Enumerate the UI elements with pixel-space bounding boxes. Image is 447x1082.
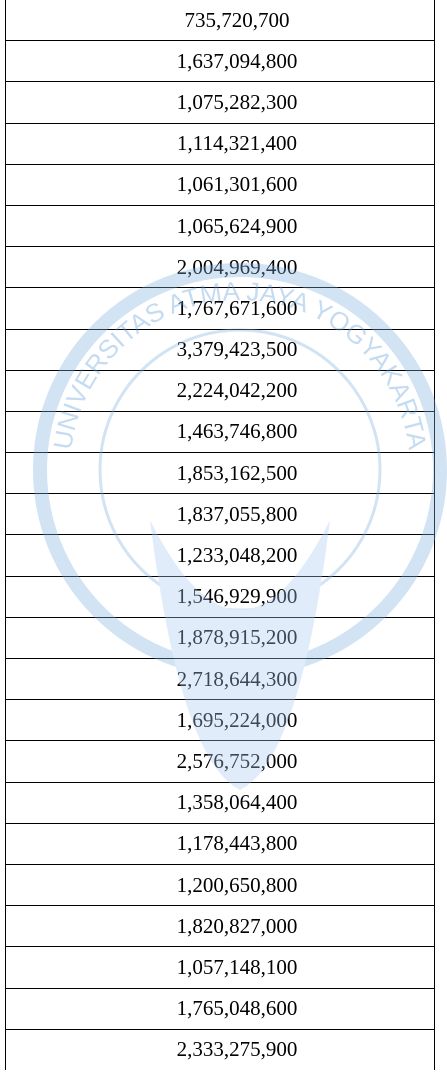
table-row: 1,463,746,800 xyxy=(5,410,435,454)
table-cell: 1,837,055,800 xyxy=(5,493,435,536)
table-cell: 2,718,644,300 xyxy=(5,657,435,701)
table-row: 2,718,644,300 xyxy=(5,657,435,701)
table-cell: 1,463,746,800 xyxy=(5,410,435,454)
table-row: 1,820,827,000 xyxy=(5,905,435,948)
table-cell: 1,200,650,800 xyxy=(5,863,435,907)
table-row: 1,853,162,500 xyxy=(5,452,435,495)
table-row: 1,061,301,600 xyxy=(5,163,435,206)
table-row: 1,065,624,900 xyxy=(5,204,435,248)
table-row: 2,576,752,000 xyxy=(5,740,435,783)
table-row: 1,075,282,300 xyxy=(5,81,435,124)
table-row: 1,695,224,000 xyxy=(5,699,435,742)
table-row: 2,004,969,400 xyxy=(5,246,435,289)
table-cell: 1,767,671,600 xyxy=(5,287,435,330)
table-row: 1,765,048,600 xyxy=(5,987,435,1030)
table-cell: 2,576,752,000 xyxy=(5,740,435,783)
table-row: 1,837,055,800 xyxy=(5,493,435,536)
table-row: 1,546,929,900 xyxy=(5,575,435,618)
table-row: 1,200,650,800 xyxy=(5,863,435,907)
table-row: 1,114,321,400 xyxy=(5,122,435,165)
table-cell: 1,546,929,900 xyxy=(5,575,435,618)
table-row: 735,720,700 xyxy=(5,0,435,42)
table-cell: 2,333,275,900 xyxy=(5,1028,435,1070)
table-cell: 1,637,094,800 xyxy=(5,40,435,83)
table-cell: 1,765,048,600 xyxy=(5,987,435,1030)
table-row: 2,333,275,900 xyxy=(5,1028,435,1070)
table-row: 1,637,094,800 xyxy=(5,40,435,83)
table-cell: 1,114,321,400 xyxy=(5,122,435,165)
table-cell: 1,820,827,000 xyxy=(5,905,435,948)
table-cell: 1,358,064,400 xyxy=(5,781,435,824)
table-row: 1,057,148,100 xyxy=(5,946,435,989)
table-cell: 2,224,042,200 xyxy=(5,369,435,412)
table-cell: 1,061,301,600 xyxy=(5,163,435,206)
table-cell: 1,853,162,500 xyxy=(5,452,435,495)
table-row: 3,379,423,500 xyxy=(5,328,435,371)
table-cell: 3,379,423,500 xyxy=(5,328,435,371)
table-cell: 1,065,624,900 xyxy=(5,204,435,248)
table-row: 1,767,671,600 xyxy=(5,287,435,330)
table-cell: 1,233,048,200 xyxy=(5,534,435,577)
table-cell: 1,057,148,100 xyxy=(5,946,435,989)
data-table: 735,720,700 1,637,094,800 1,075,282,300 1,1… xyxy=(5,0,435,1070)
table-row: 2,224,042,200 xyxy=(5,369,435,412)
table-row: 1,233,048,200 xyxy=(5,534,435,577)
table-cell: 1,878,915,200 xyxy=(5,616,435,660)
table-cell: 1,695,224,000 xyxy=(5,699,435,742)
table-row: 1,358,064,400 xyxy=(5,781,435,824)
table-cell: 735,720,700 xyxy=(5,0,435,42)
table-row: 1,878,915,200 xyxy=(5,616,435,660)
table-row: 1,178,443,800 xyxy=(5,822,435,865)
table-cell: 2,004,969,400 xyxy=(5,246,435,289)
table-cell: 1,075,282,300 xyxy=(5,81,435,124)
table-cell: 1,178,443,800 xyxy=(5,822,435,865)
